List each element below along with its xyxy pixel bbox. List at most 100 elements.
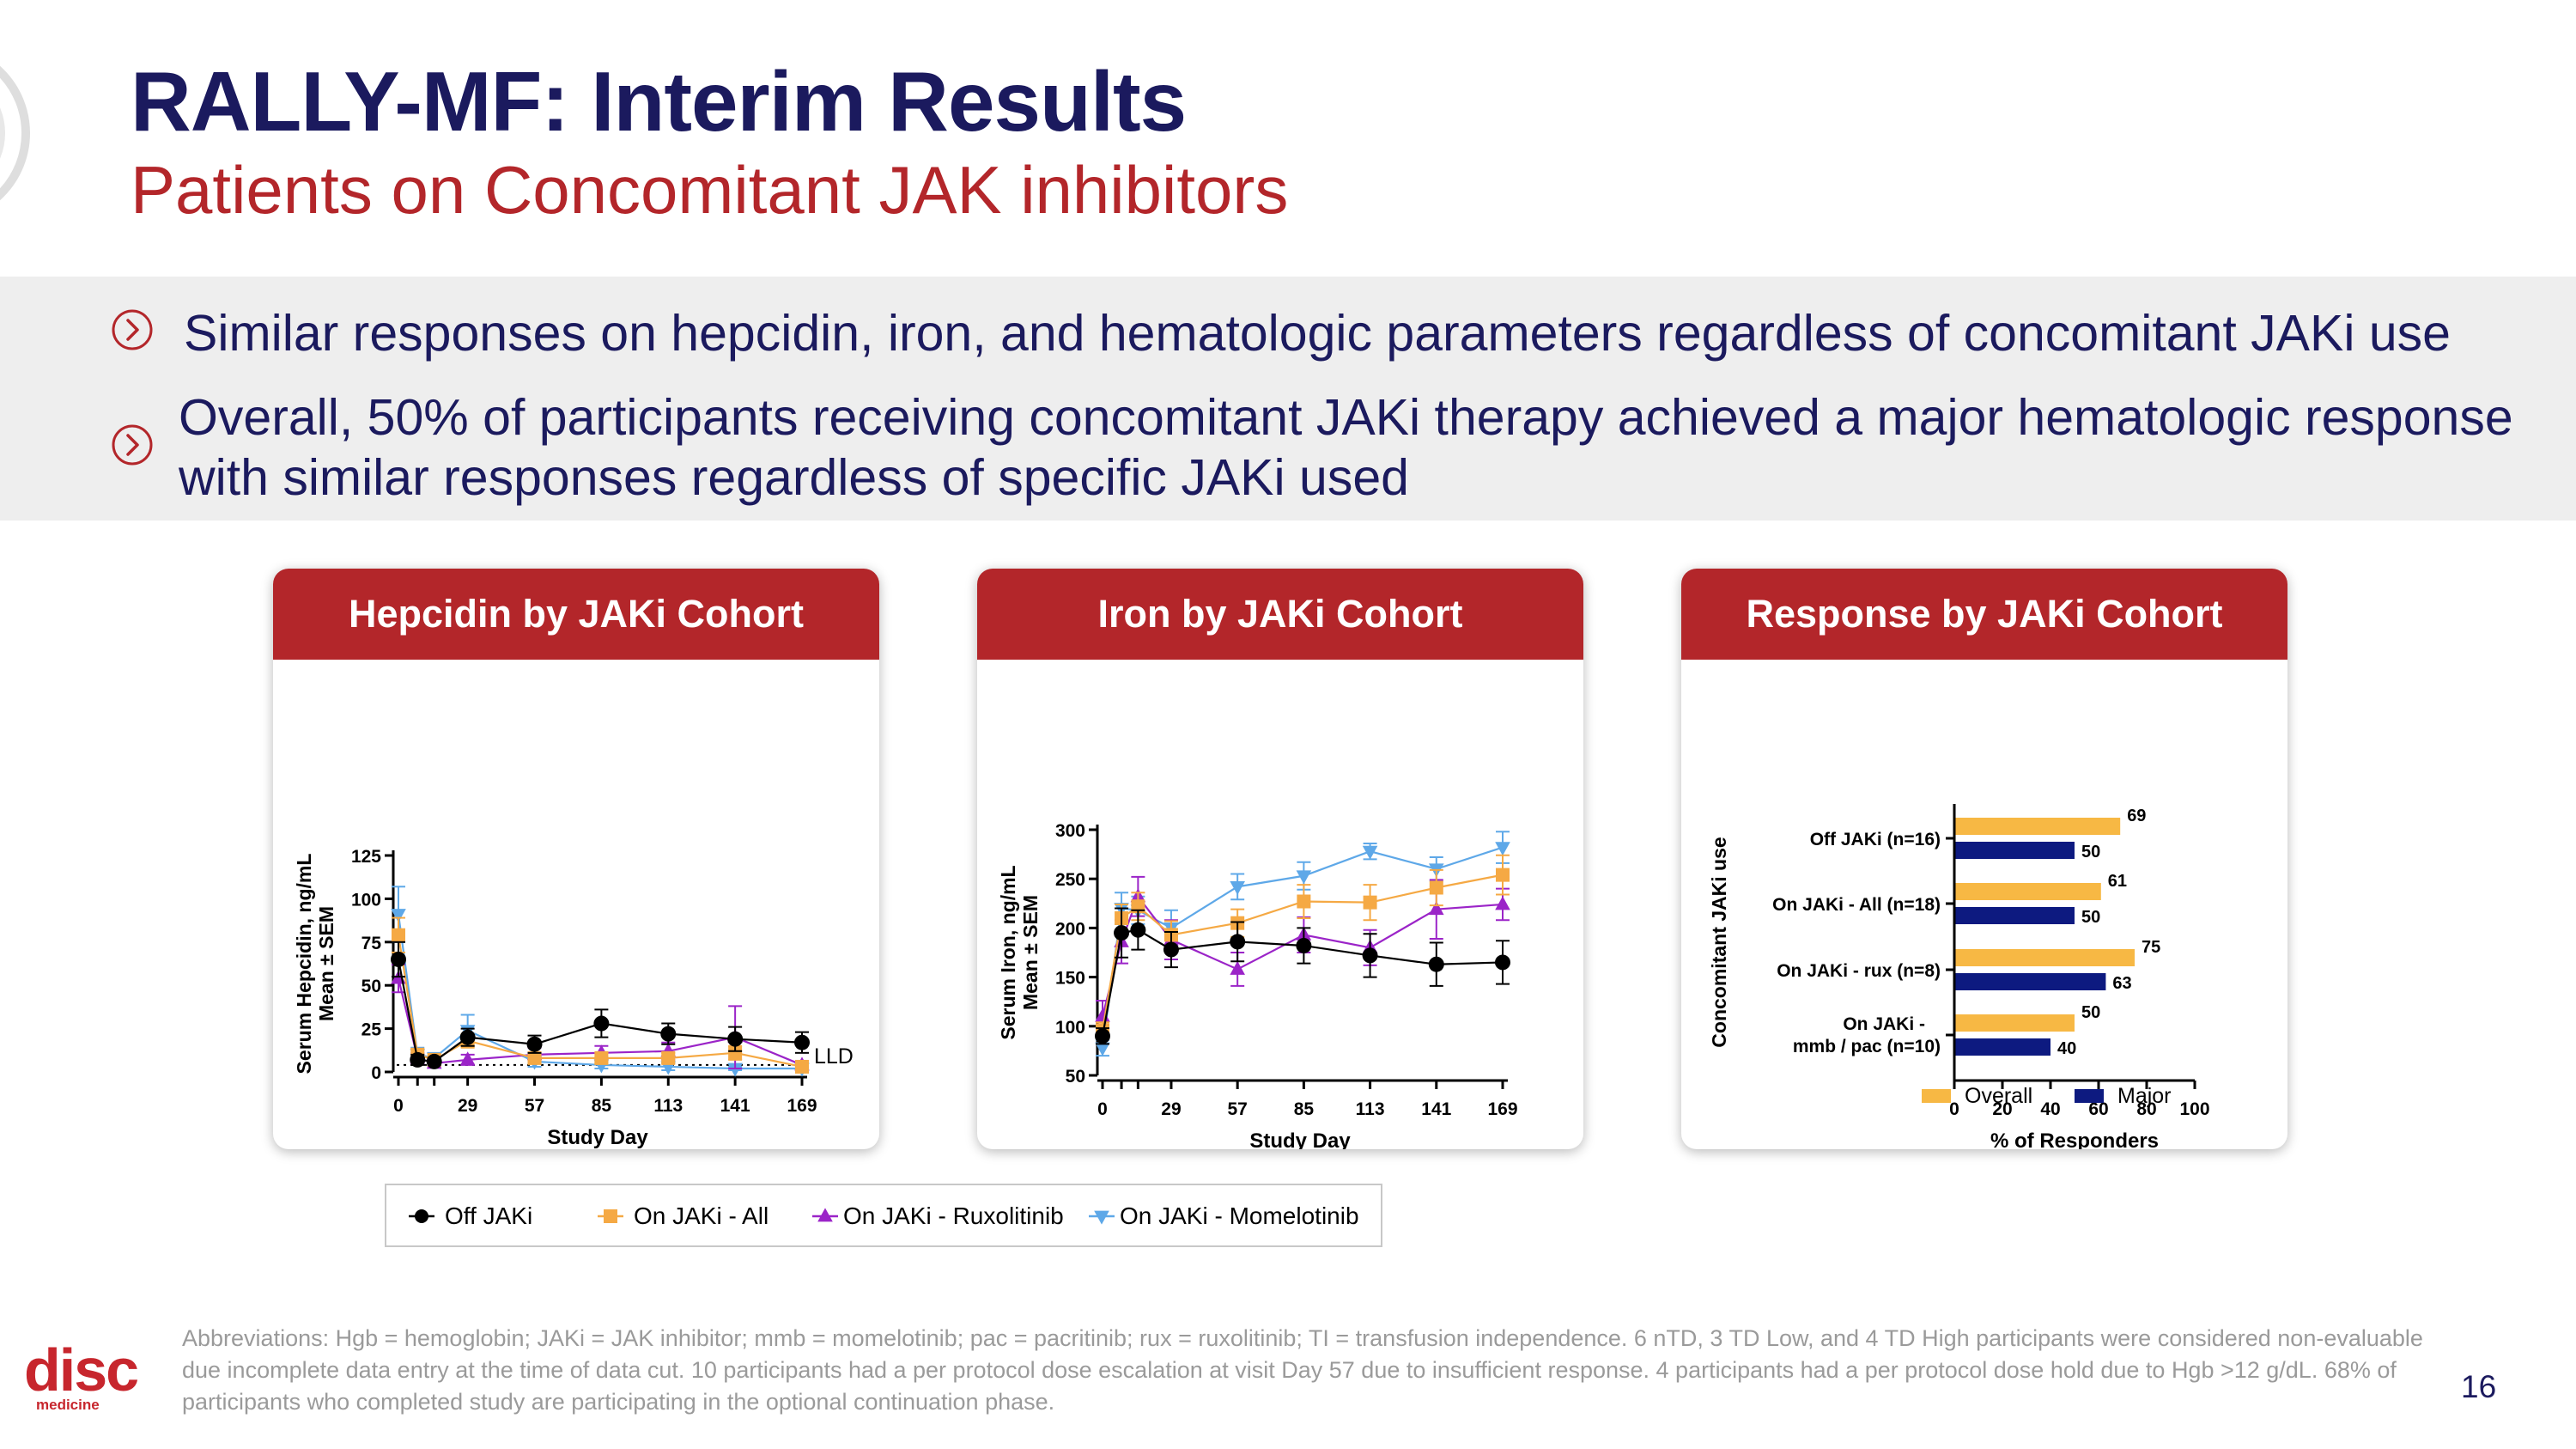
chevron-circle-icon: [112, 309, 153, 350]
legend-label: Overall: [1965, 1084, 2032, 1108]
y-axis-title-line-1: Serum Iron, ng/mL: [997, 865, 1019, 1039]
x-tick-label: 57: [525, 1096, 544, 1116]
summary-band: [0, 277, 2576, 521]
data-point: [794, 1034, 810, 1050]
y-axis-title-line-1: Serum Hepcidin, ng/mL: [293, 854, 315, 1075]
data-point: [594, 1050, 609, 1065]
bar-value-label: 50: [2081, 843, 2100, 861]
lld-label: LLD: [814, 1044, 854, 1068]
y-tick-label: 0: [371, 1063, 381, 1083]
page-subtitle: Patients on Concomitant JAK inhibitors: [131, 152, 1289, 228]
response-card-title: Response by JAKi Cohort: [1681, 569, 2287, 660]
legend-label: On JAKi - Ruxolitinib: [843, 1202, 1064, 1229]
response-chart: 0 20 40 60 80 100 % of Responders Concomitant J…: [1708, 804, 2210, 1149]
data-point: [1297, 894, 1311, 909]
legend-swatch: [1922, 1089, 1951, 1103]
category-label: On JAKi - rux (n=8): [1777, 961, 1941, 981]
hepcidin-card: Hepcidin by JAKi Cohort 0 25 50 75 100 125 0 29…: [273, 569, 879, 1149]
data-point: [1428, 956, 1444, 972]
data-point: [1363, 895, 1377, 910]
bullet-2-line-2: with similar responses regardless of spe…: [179, 449, 1409, 506]
hepcidin-card-title: Hepcidin by JAKi Cohort: [273, 569, 879, 660]
data-point: [1495, 954, 1510, 971]
data-point: [660, 1026, 677, 1042]
bar-value-label: 75: [2142, 938, 2160, 957]
data-point: [1495, 896, 1510, 910]
bar: [1955, 883, 2101, 900]
x-axis-title: % of Responders: [1990, 1129, 2159, 1149]
bar-value-label: 63: [2112, 974, 2131, 993]
data-point: [526, 1036, 543, 1052]
data-point: [392, 928, 405, 942]
bar: [1955, 907, 2075, 924]
x-tick-label: 0: [1949, 1099, 1959, 1119]
logo-word: disc: [24, 1336, 139, 1403]
legend-label: On JAKi - All: [634, 1202, 769, 1229]
response-card: Response by JAKi Cohort 0 20 40 60 80 100 % of…: [1681, 569, 2287, 1149]
bar-value-label: 50: [2081, 1003, 2100, 1022]
x-tick-label: 85: [592, 1096, 612, 1116]
x-tick-label: 113: [1356, 1099, 1385, 1119]
data-point: [1428, 901, 1444, 916]
x-tick-label: 0: [1097, 1099, 1108, 1119]
data-point: [1095, 1042, 1110, 1056]
y-tick-label: 50: [361, 977, 381, 996]
data-point: [728, 1045, 743, 1060]
data-point: [1230, 880, 1245, 895]
series-legend: Off JAKi On JAKi - All On JAKi - Ruxolitin…: [385, 1184, 1382, 1247]
x-axis-title: Study Day: [1249, 1129, 1351, 1149]
y-axis-title-line-2: Mean ± SEM: [1019, 895, 1042, 1010]
x-tick-label: 29: [1161, 1099, 1181, 1119]
y-tick-label: 100: [1055, 1018, 1085, 1038]
y-tick-label: 300: [1055, 821, 1085, 841]
data-point: [1114, 925, 1130, 941]
data-point: [1496, 868, 1510, 882]
y-axis-title-line-2: Mean ± SEM: [315, 906, 337, 1021]
data-point: [1163, 941, 1179, 958]
data-point: [459, 1029, 476, 1045]
data-point: [1362, 947, 1378, 964]
data-point: [391, 909, 406, 923]
category-label: Off JAKi (n=16): [1810, 830, 1941, 849]
logo-subword: medicine: [36, 1397, 100, 1413]
bar-value-label: 61: [2108, 872, 2127, 891]
x-tick-label: 141: [1421, 1099, 1451, 1119]
data-point: [1130, 922, 1146, 938]
data-point: [1230, 934, 1246, 950]
data-point: [1495, 842, 1510, 856]
data-point: [410, 1051, 426, 1068]
legend-swatch: [2075, 1089, 2104, 1103]
bar: [1955, 842, 2075, 859]
x-tick-label: 100: [2179, 1099, 2209, 1119]
data-point: [1095, 1028, 1110, 1044]
x-tick-label: 57: [1227, 1099, 1247, 1119]
x-tick-label: 20: [1992, 1099, 2012, 1119]
legend-marker: [1094, 1210, 1109, 1225]
y-tick-label: 125: [351, 847, 381, 867]
legend-marker: [817, 1208, 833, 1222]
y-tick-label: 150: [1055, 969, 1085, 989]
x-tick-label: 40: [2040, 1099, 2060, 1119]
data-point: [1296, 937, 1312, 953]
category-label: On JAKi -: [1843, 1014, 1925, 1034]
disc-medicine-logo: disc medicine: [24, 1336, 139, 1414]
legend-label: Off JAKi: [445, 1202, 532, 1229]
data-point: [426, 1053, 442, 1069]
x-tick-label: 169: [787, 1096, 817, 1116]
bar: [1955, 949, 2135, 966]
bar-value-label: 40: [2057, 1039, 2076, 1058]
bar: [1955, 1038, 2050, 1056]
x-tick-label: 141: [720, 1096, 750, 1116]
x-axis-title: Study Day: [547, 1126, 648, 1149]
data-point: [727, 1062, 743, 1077]
data-point: [1230, 960, 1245, 975]
x-tick-label: 113: [653, 1096, 683, 1116]
y-tick-label: 50: [1066, 1067, 1085, 1087]
y-tick-label: 200: [1055, 919, 1085, 939]
y-tick-label: 250: [1055, 870, 1085, 890]
abbreviations-footnote: Abbreviations: Hgb = hemoglobin; JAKi = …: [182, 1325, 2423, 1415]
data-point: [727, 1031, 744, 1047]
y-tick-label: 75: [361, 934, 382, 953]
chevron-circle-icon: [112, 424, 153, 466]
data-point: [1429, 880, 1443, 895]
